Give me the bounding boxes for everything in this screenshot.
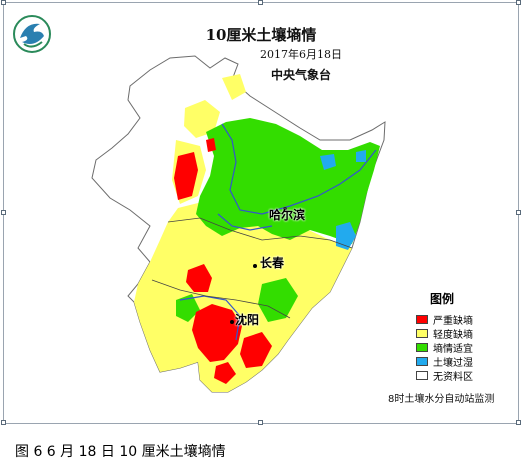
- resize-handle-bottom-right[interactable]: [516, 420, 521, 425]
- resize-handle-middle-left[interactable]: [1, 210, 6, 215]
- zone-light-drought-north2: [222, 74, 246, 100]
- city-label-shenyang: 沈阳: [235, 313, 260, 327]
- zone-severe-south: [214, 362, 236, 384]
- province-border-hlj-jl: [167, 217, 353, 249]
- map-title: 10厘米土壤墒情: [205, 26, 317, 44]
- legend-label-nodata: 无资料区: [433, 372, 473, 383]
- source-note: 8时土壤水分自动站监测: [388, 394, 495, 405]
- legend-title: 图例: [430, 292, 455, 306]
- legend-label-suitable: 墒情适宜: [433, 344, 473, 355]
- legend-swatch-suitable: [416, 343, 428, 352]
- zone-suitable-sw: [176, 294, 200, 322]
- river-nen: [217, 213, 273, 231]
- zone-severe-east: [240, 332, 272, 368]
- legend-item-wet: 土壤过湿: [416, 355, 516, 369]
- legend-swatch-light: [416, 329, 428, 338]
- legend-swatch-severe: [416, 315, 428, 324]
- map-legend: 图例 严重缺墒 轻度缺墒 墒情适宜 土壤过湿 无资料区: [416, 290, 516, 383]
- map-issuer: 中央气象台: [270, 68, 331, 82]
- soil-moisture-map: [91, 55, 386, 393]
- legend-label-severe: 严重缺墒: [433, 316, 473, 327]
- zone-severe-sy: [192, 304, 242, 362]
- figure-caption[interactable]: 图 6 6 月 18 日 10 厘米土壤墒情: [15, 444, 226, 460]
- zone-wet-east: [336, 222, 356, 250]
- map-date: 2017年6月18日: [260, 48, 342, 61]
- river-liao: [179, 295, 241, 341]
- zone-wet-north: [320, 154, 336, 170]
- legend-label-wet: 土壤过湿: [433, 358, 473, 369]
- zone-light-drought: [134, 200, 352, 392]
- resize-handle-middle-right[interactable]: [516, 210, 521, 215]
- resize-handle-top-left[interactable]: [1, 0, 6, 5]
- city-label-harbin: 哈尔滨: [269, 208, 306, 222]
- zone-suitable: [196, 118, 380, 244]
- legend-item-severe: 严重缺墒: [416, 313, 516, 327]
- zone-severe-nw: [206, 138, 216, 152]
- zone-wet-ne: [356, 150, 366, 162]
- cma-logo-icon: [13, 15, 51, 53]
- resize-handle-top-middle[interactable]: [258, 0, 263, 5]
- city-dot-shenyang: [230, 320, 234, 324]
- legend-item-light: 轻度缺墒: [416, 327, 516, 341]
- resize-handle-bottom-left[interactable]: [1, 420, 6, 425]
- legend-swatch-wet: [416, 357, 428, 366]
- province-border-jl-ln: [151, 279, 291, 319]
- zone-light-drought-north: [184, 100, 220, 138]
- legend-item-nodata: 无资料区: [416, 369, 516, 383]
- resize-handle-top-right[interactable]: [516, 0, 521, 5]
- legend-item-suitable: 墒情适宜: [416, 341, 516, 355]
- zone-severe-mid: [186, 264, 212, 292]
- city-dot-harbin: [283, 207, 287, 211]
- city-dot-changchun: [253, 264, 257, 268]
- city-label-changchun: 长春: [260, 256, 285, 270]
- zone-severe-west: [174, 152, 198, 200]
- river-songhua: [221, 123, 377, 215]
- zone-suitable-south: [258, 278, 298, 322]
- resize-handle-bottom-middle[interactable]: [258, 420, 263, 425]
- legend-swatch-nodata: [416, 371, 428, 380]
- legend-label-light: 轻度缺墒: [433, 330, 473, 341]
